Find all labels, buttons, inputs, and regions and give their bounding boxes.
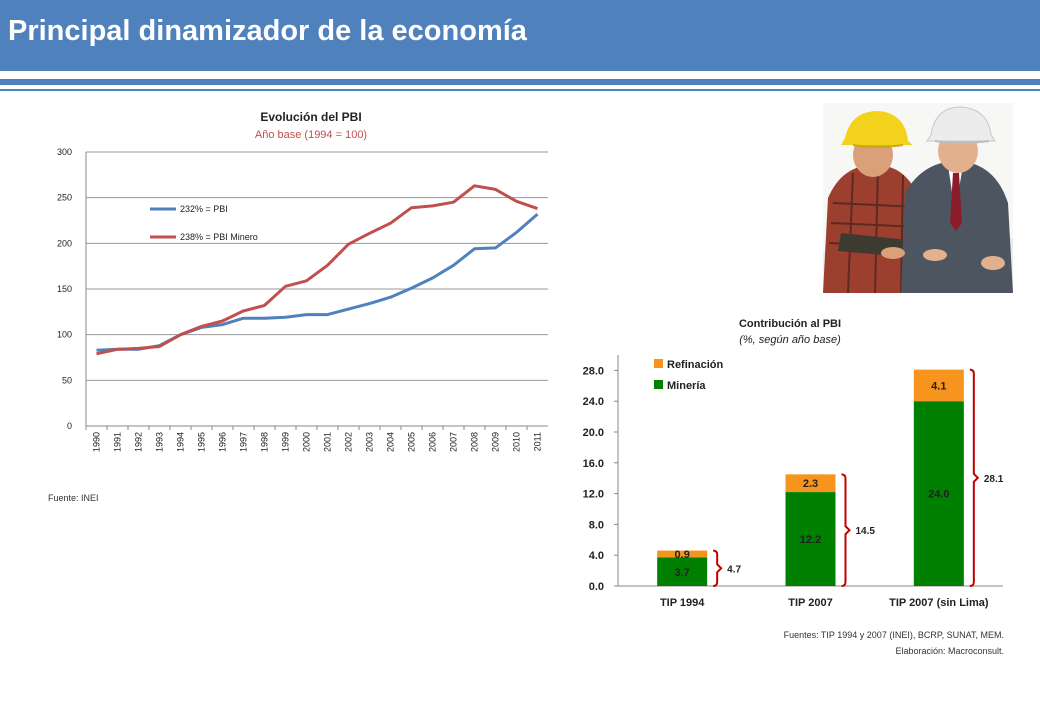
bar-chart-source-line-2: Elaboración: Macroconsult. xyxy=(895,646,1004,656)
line-chart-xtick-label: 1999 xyxy=(281,432,291,452)
bar-chart-ytick-label: 12.0 xyxy=(583,489,604,501)
line-chart-xtick-label: 1995 xyxy=(197,432,207,452)
line-chart-ytick-label: 300 xyxy=(57,147,72,157)
line-chart-xtick-label: 2000 xyxy=(302,432,312,452)
bar-chart-data-label: 3.7 xyxy=(675,567,690,579)
line-chart-series-line xyxy=(96,212,539,352)
bar-chart-ytick-label: 28.0 xyxy=(583,365,604,377)
line-chart-xtick-label: 1993 xyxy=(155,432,165,452)
bar-chart-ytick-label: 4.0 xyxy=(589,550,604,562)
bar-chart-total-bracket xyxy=(841,473,851,587)
bar-chart-subtitle: (%, según año base) xyxy=(739,334,841,346)
line-chart-xtick-label: 1996 xyxy=(218,432,228,452)
bar-chart-source-line-1: Fuentes: TIP 1994 y 2007 (INEI), BCRP, S… xyxy=(783,630,1004,640)
bar-chart-data-label: 4.1 xyxy=(931,380,946,392)
line-chart-xtick-label: 1998 xyxy=(260,432,270,452)
bar-chart-data-label: 12.2 xyxy=(800,534,821,546)
engineers-with-hard-hats-photo xyxy=(823,103,1013,293)
line-chart-xtick-label: 1991 xyxy=(113,432,123,452)
line-chart-xtick-label: 2006 xyxy=(428,432,438,452)
line-chart-ytick-label: 250 xyxy=(57,193,72,203)
line-chart-xtick-label: 2002 xyxy=(344,432,354,452)
line-chart-xtick-label: 2010 xyxy=(512,432,522,452)
bar-chart-ytick-label: 16.0 xyxy=(583,458,604,470)
line-chart-ytick-label: 50 xyxy=(62,375,72,385)
bar-chart-ytick-label: 8.0 xyxy=(589,519,604,531)
bar-chart-category-label: TIP 1994 xyxy=(660,597,705,609)
line-chart-source: Fuente: INEI xyxy=(48,493,99,503)
line-chart-series-line xyxy=(96,184,538,356)
line-chart-xtick-label: 1992 xyxy=(134,432,144,452)
bar-chart-data-label: 0.9 xyxy=(675,549,690,561)
bar-chart-total-label: 4.7 xyxy=(727,564,741,575)
bar-chart-data-label: 24.0 xyxy=(928,489,949,501)
bar-chart-ytick-label: 24.0 xyxy=(583,396,604,408)
contribution-bar-chart: Contribución al PBI (%, según año base) … xyxy=(583,318,1004,609)
line-chart-xtick-label: 2007 xyxy=(449,432,459,452)
bar-chart-legend-swatch xyxy=(654,380,663,389)
line-chart-ytick-label: 0 xyxy=(67,421,72,431)
bar-chart-legend-swatch xyxy=(654,359,663,368)
bar-chart-total-label: 28.1 xyxy=(984,474,1004,485)
bar-chart-bar-segment xyxy=(657,550,708,558)
bar-chart-bar-segment xyxy=(785,474,836,493)
line-chart-xtick-label: 2001 xyxy=(323,432,333,452)
line-chart-subtitle: Año base (1994 = 100) xyxy=(255,129,367,141)
line-chart-xtick-label: 2008 xyxy=(470,432,480,452)
title-rule-thick xyxy=(0,79,1040,85)
line-chart-xtick-label: 1997 xyxy=(239,432,249,452)
bar-chart-total-bracket xyxy=(969,368,980,587)
line-chart-legend-label: 232% = PBI xyxy=(180,204,228,214)
bar-chart-title: Contribución al PBI xyxy=(739,318,841,330)
title-bar: Principal dinamizador de la economía xyxy=(0,0,1040,71)
line-chart-xtick-label: 2004 xyxy=(386,432,396,452)
bar-chart-category-label: TIP 2007 xyxy=(788,597,832,609)
bar-chart-bar-segment xyxy=(913,369,964,402)
pbi-line-chart: Evolución del PBI Año base (1994 = 100) … xyxy=(57,110,548,452)
bar-chart-category-label: TIP 2007 (sin Lima) xyxy=(889,597,989,609)
bar-chart-total-label: 14.5 xyxy=(856,526,876,537)
line-chart-xtick-label: 2005 xyxy=(407,432,417,452)
line-chart-ytick-label: 100 xyxy=(57,330,72,340)
line-chart-xtick-label: 1990 xyxy=(92,432,102,452)
line-chart-xtick-label: 2003 xyxy=(365,432,375,452)
bar-chart-ytick-label: 0.0 xyxy=(589,581,604,593)
line-chart-xtick-label: 2009 xyxy=(491,432,501,452)
bar-chart-bar-segment xyxy=(657,557,708,586)
slide-title: Principal dinamizador de la economía xyxy=(8,15,527,47)
title-rule-thin xyxy=(0,89,1040,91)
line-chart-ytick-label: 200 xyxy=(57,238,72,248)
line-chart-legend-label: 238% = PBI Minero xyxy=(180,232,258,242)
bar-chart-ytick-label: 20.0 xyxy=(583,427,604,439)
bar-chart-legend-label: Refinación xyxy=(667,359,724,371)
bar-chart-data-label: 2.3 xyxy=(803,478,818,490)
bar-chart-bar-segment xyxy=(785,492,836,586)
bar-chart-bar-segment xyxy=(913,401,964,586)
line-chart-xtick-label: 2011 xyxy=(533,432,543,451)
line-chart-ytick-label: 150 xyxy=(57,284,72,294)
line-chart-title: Evolución del PBI xyxy=(260,110,361,124)
bar-chart-sources: Fuentes: TIP 1994 y 2007 (INEI), BCRP, S… xyxy=(784,627,1004,659)
bar-chart-total-bracket xyxy=(713,549,723,587)
bar-chart-legend-label: Minería xyxy=(667,380,706,392)
line-chart-xtick-label: 1994 xyxy=(176,432,186,452)
